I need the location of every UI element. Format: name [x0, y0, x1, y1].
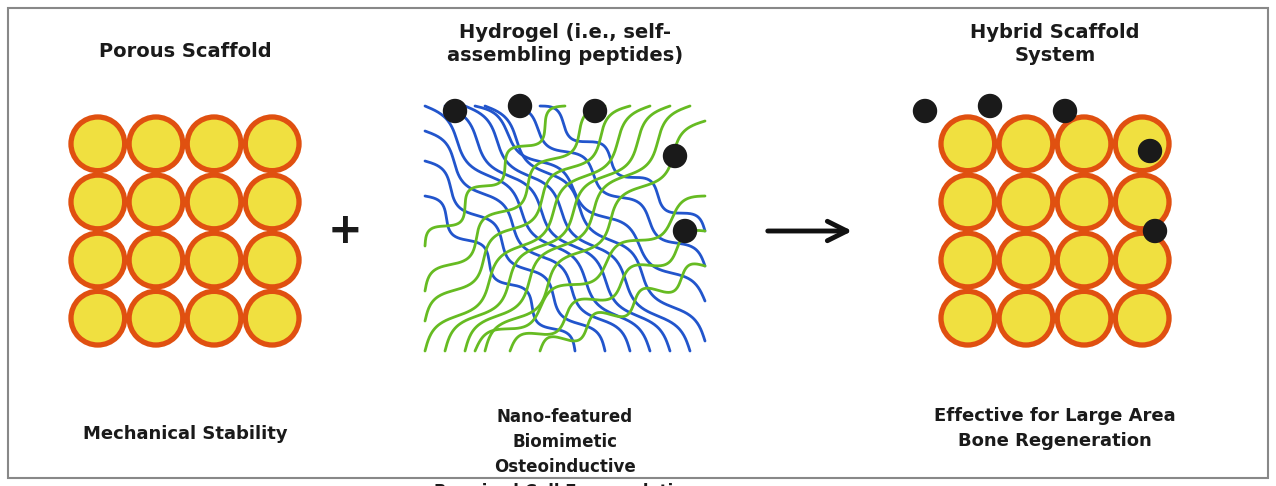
Text: Hydrogel (i.e., self-
assembling peptides): Hydrogel (i.e., self- assembling peptide… [447, 23, 683, 65]
Circle shape [938, 114, 998, 174]
Circle shape [1054, 230, 1114, 290]
FancyBboxPatch shape [8, 8, 1268, 478]
Circle shape [126, 173, 185, 231]
Circle shape [944, 236, 991, 284]
Circle shape [1054, 100, 1077, 122]
Circle shape [583, 100, 606, 122]
Circle shape [1054, 289, 1114, 347]
Circle shape [74, 120, 122, 168]
Circle shape [1060, 120, 1109, 168]
Circle shape [69, 114, 128, 174]
Circle shape [242, 114, 301, 174]
Circle shape [74, 178, 122, 226]
Circle shape [938, 289, 998, 347]
Circle shape [69, 289, 128, 347]
Circle shape [1113, 173, 1171, 231]
Circle shape [1002, 294, 1050, 342]
Circle shape [131, 236, 180, 284]
Circle shape [444, 100, 467, 122]
Circle shape [242, 289, 301, 347]
Circle shape [997, 114, 1055, 174]
Circle shape [131, 178, 180, 226]
Circle shape [1002, 178, 1050, 226]
Circle shape [248, 294, 296, 342]
Circle shape [185, 114, 244, 174]
Circle shape [131, 120, 180, 168]
Circle shape [1138, 139, 1161, 162]
Circle shape [664, 144, 686, 168]
Circle shape [1113, 289, 1171, 347]
Circle shape [242, 173, 301, 231]
Circle shape [248, 236, 296, 284]
Circle shape [997, 173, 1055, 231]
Circle shape [69, 173, 128, 231]
Circle shape [997, 230, 1055, 290]
Circle shape [674, 220, 697, 243]
Text: +: + [328, 210, 362, 252]
Circle shape [1143, 220, 1166, 243]
Circle shape [1054, 114, 1114, 174]
Circle shape [74, 236, 122, 284]
Circle shape [1002, 120, 1050, 168]
Circle shape [1060, 294, 1109, 342]
Circle shape [1054, 173, 1114, 231]
Circle shape [74, 294, 122, 342]
Circle shape [997, 289, 1055, 347]
Circle shape [938, 173, 998, 231]
Circle shape [944, 294, 991, 342]
Text: Hybrid Scaffold
System: Hybrid Scaffold System [970, 23, 1139, 65]
Circle shape [1118, 120, 1166, 168]
Text: Nano-featured
Biomimetic
Osteoinductive
Required Cell Encapsulation: Nano-featured Biomimetic Osteoinductive … [434, 408, 697, 486]
Circle shape [126, 114, 185, 174]
Circle shape [190, 178, 239, 226]
Circle shape [185, 173, 244, 231]
Circle shape [190, 294, 239, 342]
Circle shape [185, 230, 244, 290]
Circle shape [1113, 230, 1171, 290]
Circle shape [190, 236, 239, 284]
Circle shape [1118, 294, 1166, 342]
Circle shape [938, 230, 998, 290]
Circle shape [185, 289, 244, 347]
Circle shape [1060, 236, 1109, 284]
Circle shape [1118, 178, 1166, 226]
Circle shape [131, 294, 180, 342]
Circle shape [190, 120, 239, 168]
Circle shape [914, 100, 937, 122]
Circle shape [979, 94, 1002, 118]
Text: Effective for Large Area
Bone Regeneration: Effective for Large Area Bone Regenerati… [934, 406, 1175, 450]
Circle shape [1113, 114, 1171, 174]
Text: Porous Scaffold: Porous Scaffold [98, 41, 272, 60]
Circle shape [509, 94, 532, 118]
Circle shape [944, 178, 991, 226]
Circle shape [126, 289, 185, 347]
Circle shape [1060, 178, 1109, 226]
Circle shape [248, 120, 296, 168]
Circle shape [248, 178, 296, 226]
Circle shape [69, 230, 128, 290]
Circle shape [126, 230, 185, 290]
Circle shape [1002, 236, 1050, 284]
Circle shape [944, 120, 991, 168]
Circle shape [1118, 236, 1166, 284]
Text: Mechanical Stability: Mechanical Stability [83, 425, 287, 443]
Circle shape [242, 230, 301, 290]
